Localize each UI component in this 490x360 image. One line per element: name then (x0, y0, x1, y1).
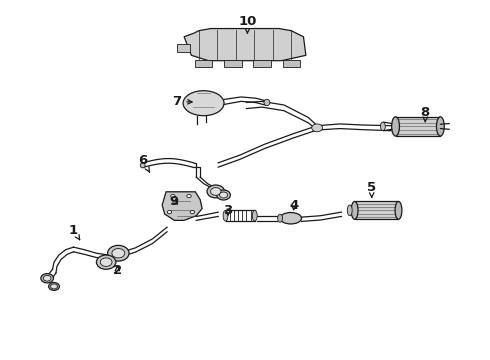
Text: 3: 3 (223, 204, 233, 217)
Ellipse shape (43, 275, 51, 281)
Ellipse shape (167, 211, 171, 214)
Ellipse shape (108, 246, 129, 261)
Ellipse shape (207, 185, 224, 198)
Ellipse shape (392, 117, 399, 136)
Ellipse shape (49, 283, 59, 291)
Ellipse shape (171, 194, 175, 198)
Text: 7: 7 (172, 95, 192, 108)
Ellipse shape (187, 194, 191, 198)
Ellipse shape (140, 163, 145, 168)
Text: 10: 10 (238, 14, 257, 33)
Text: 4: 4 (289, 198, 298, 212)
Ellipse shape (41, 274, 53, 283)
Ellipse shape (437, 117, 444, 136)
Ellipse shape (183, 91, 224, 116)
Text: 6: 6 (138, 154, 149, 172)
Ellipse shape (280, 212, 301, 224)
Ellipse shape (220, 192, 228, 198)
Ellipse shape (217, 190, 230, 200)
Bar (195, 60, 212, 67)
Text: 9: 9 (170, 195, 179, 208)
Polygon shape (184, 28, 306, 61)
Bar (355, 202, 398, 219)
Ellipse shape (97, 255, 116, 269)
Bar (253, 60, 271, 67)
Ellipse shape (252, 210, 257, 221)
Ellipse shape (100, 258, 112, 266)
Ellipse shape (278, 214, 283, 222)
Text: 1: 1 (69, 224, 80, 240)
Text: 2: 2 (113, 264, 122, 276)
Ellipse shape (351, 202, 358, 219)
Polygon shape (162, 192, 202, 220)
Bar (177, 44, 191, 52)
Ellipse shape (50, 284, 57, 289)
Ellipse shape (395, 202, 402, 219)
Text: 8: 8 (420, 105, 430, 122)
Bar (395, 117, 441, 136)
Ellipse shape (112, 248, 125, 258)
Bar (283, 60, 300, 67)
Ellipse shape (264, 99, 270, 106)
Ellipse shape (223, 210, 228, 221)
Ellipse shape (190, 211, 195, 214)
Text: 5: 5 (367, 181, 376, 198)
Ellipse shape (380, 122, 385, 131)
Ellipse shape (312, 124, 322, 132)
Bar (224, 60, 242, 67)
Ellipse shape (211, 188, 221, 195)
Ellipse shape (347, 205, 352, 216)
